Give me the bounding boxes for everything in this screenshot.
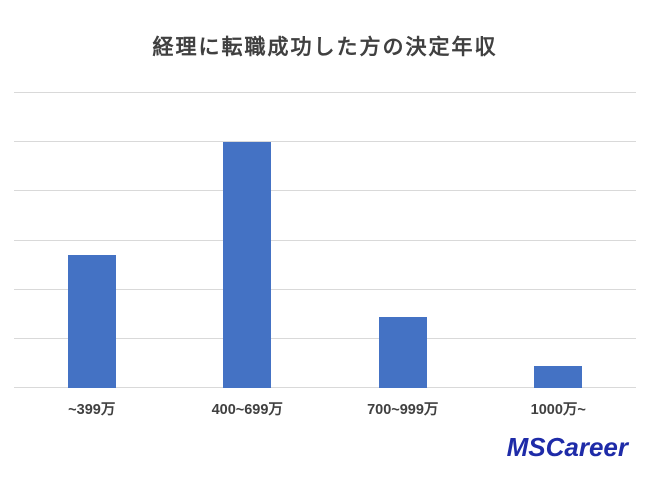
x-axis-label-1: 400~699万 [211, 402, 283, 418]
bar-column-2 [325, 93, 481, 388]
x-axis-label-0: ~399万 [68, 402, 116, 418]
plot-area [14, 92, 636, 388]
bar-1 [223, 142, 272, 388]
gridline [14, 141, 636, 143]
bar-0 [67, 255, 116, 388]
chart-title: 経理に転職成功した方の決定年収 [152, 36, 498, 59]
gridline [14, 92, 636, 93]
mscareer-logo: MSCareer [506, 432, 628, 462]
x-axis-label-2: 700~999万 [367, 402, 439, 418]
bar-column-1 [170, 93, 326, 388]
x-axis-label-3: 1000万~ [530, 402, 586, 418]
gridline [14, 337, 636, 339]
gridline [14, 288, 636, 290]
bar-column-3 [481, 93, 637, 388]
bar-series [14, 93, 636, 388]
gridline [14, 190, 636, 192]
bar-2 [378, 316, 427, 388]
bar-3 [534, 365, 583, 388]
bar-column-0 [14, 93, 170, 388]
x-axis-labels: ~399万 400~699万 700~999万 1000万~ [14, 398, 636, 419]
gridline [14, 387, 636, 388]
gridline [14, 239, 636, 241]
